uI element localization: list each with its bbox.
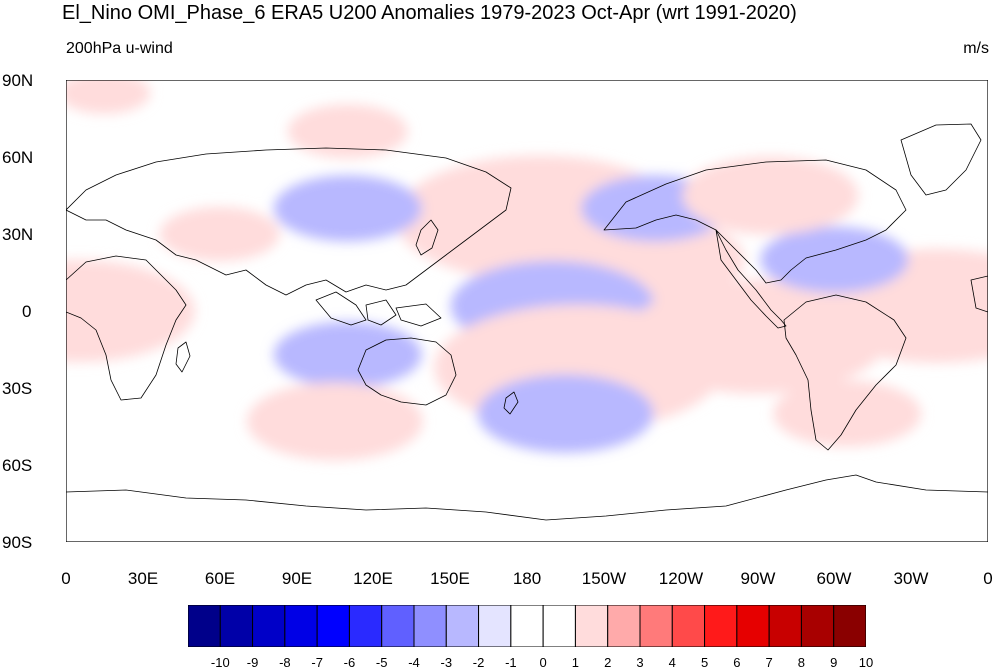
colorbar-box (413, 605, 447, 647)
coastline-africa (66, 255, 187, 401)
colorbar-label: 3 (636, 655, 644, 670)
coastline-antarctica (66, 474, 988, 542)
anomaly-contour (159, 207, 280, 261)
anomaly-contour (287, 104, 408, 159)
lon-label: 150E (430, 569, 470, 588)
lat-label: 0 (22, 302, 32, 321)
colorbar-label: -6 (343, 655, 356, 670)
lon-label: 0 (61, 569, 71, 588)
lon-label: 60W (816, 569, 852, 588)
colorbar-label: -10 (210, 655, 230, 670)
colorbar (188, 605, 866, 647)
chart-title: El_Nino OMI_Phase_6 ERA5 U200 Anomalies … (62, 2, 797, 24)
colorbar-box (478, 605, 512, 647)
lon-label: 0 (983, 569, 993, 588)
colorbar-box (607, 605, 641, 647)
lon-label: 60E (204, 569, 236, 588)
u200-anomaly-map (66, 80, 988, 542)
colorbar-box (381, 605, 415, 647)
lon-label: 30W (893, 569, 929, 588)
colorbar-box (574, 605, 609, 647)
lon-label: 120E (353, 569, 393, 588)
lat-label: 90N (2, 71, 34, 90)
colorbar-box (639, 605, 673, 647)
lon-label: 90W (740, 569, 776, 588)
lat-label: 30N (2, 225, 34, 244)
anomaly-contour (273, 175, 422, 242)
colorbar-box (542, 605, 576, 647)
coastline-north-america (603, 159, 907, 284)
lon-label: 30E (127, 569, 159, 588)
colorbar-label: -7 (311, 655, 323, 670)
colorbar-box (348, 605, 383, 647)
colorbar-box (316, 605, 350, 647)
colorbar-label: -4 (408, 655, 420, 670)
colorbar-label: -5 (375, 655, 388, 670)
anomaly-contour (760, 226, 909, 293)
colorbar-label: -8 (279, 655, 291, 670)
colorbar-box (284, 605, 318, 647)
coastline-south-america (783, 294, 907, 451)
lon-label: 150W (581, 569, 627, 588)
colorbar-box (768, 605, 802, 647)
colorbar-label: 0 (539, 655, 547, 670)
colorbar-box (252, 605, 286, 647)
colorbar-label: -1 (505, 655, 517, 670)
colorbar-box (704, 605, 738, 647)
colorbar-label: 7 (765, 655, 773, 670)
colorbar-box (833, 605, 866, 647)
anomaly-contour (273, 321, 422, 388)
colorbar-label: -9 (246, 655, 259, 670)
coastline-eurasia (66, 147, 512, 296)
colorbar-label: 9 (830, 655, 838, 670)
coastline-australia (357, 337, 457, 406)
lat-label: 60S (2, 456, 33, 475)
left-subtitle: 200hPa u-wind (66, 40, 173, 57)
colorbar-label: -3 (440, 655, 453, 670)
colorbar-box (800, 605, 835, 647)
colorbar-label: 6 (733, 655, 741, 670)
lat-label: 60N (2, 148, 34, 167)
coastline-central-america (715, 229, 787, 329)
anomaly-contour (477, 374, 654, 453)
lon-label: 90E (281, 569, 313, 588)
colorbar-label: 4 (668, 655, 676, 670)
anomaly-contour (682, 156, 859, 235)
colorbar-box (736, 605, 770, 647)
coastline-maritime-continent (315, 291, 442, 327)
coastline-greenland (900, 123, 982, 196)
colorbar-label: 10 (858, 655, 874, 670)
colorbar-label: 8 (797, 655, 806, 670)
anomaly-contour (246, 382, 423, 461)
lon-label: 120W (658, 569, 704, 588)
colorbar-box (671, 605, 706, 647)
anomaly-contour (66, 80, 151, 114)
colorbar-box (219, 605, 254, 647)
coastline-africa-east (970, 275, 988, 313)
lat-label: 90S (2, 533, 33, 552)
anomaly-contour (773, 380, 922, 447)
colorbar-box (510, 605, 544, 647)
coastline-japan (415, 219, 439, 256)
colorbar-box (445, 605, 480, 647)
colorbar-label: 2 (604, 655, 612, 670)
units-label: m/s (963, 40, 989, 57)
lon-label: 180 (512, 569, 542, 588)
colorbar-label: -2 (472, 655, 485, 670)
colorbar-label: 5 (700, 655, 709, 670)
coastline-madagascar (175, 341, 191, 373)
lat-label: 30S (2, 379, 33, 398)
colorbar-label: 1 (571, 655, 580, 670)
coastline-new-zealand (503, 391, 519, 415)
colorbar-box (188, 605, 221, 647)
